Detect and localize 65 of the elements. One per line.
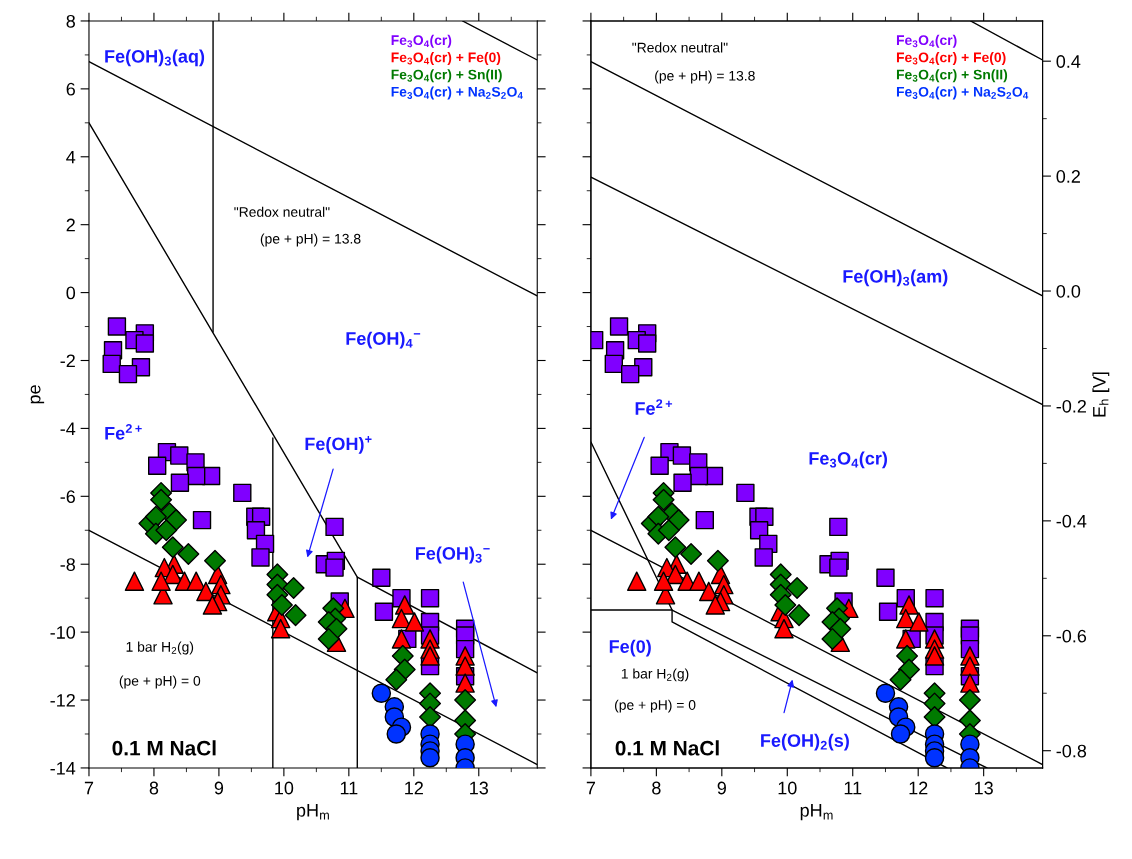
y-tick-label: -8: [60, 558, 75, 571]
y-tick-label: -12: [50, 693, 75, 707]
x-tick-label: 13: [470, 781, 489, 795]
annotation: Fe$^{2+}$: [635, 399, 673, 415]
x-tick-label: 8: [149, 781, 159, 795]
text: Fe$_{3}$O$_{4}$(cr) + Fe(0): [896, 52, 1006, 66]
y-tick-label: -6: [60, 490, 75, 504]
annotation: Fe(OH)$_{2}$(s): [761, 733, 849, 751]
x-tick-label: 13: [974, 781, 993, 795]
annotation: (pe + pH) = 0: [615, 699, 696, 713]
y-tick-label: 8: [66, 14, 75, 28]
y-tick-label: -14: [50, 762, 76, 775]
text: 0.4: [1056, 55, 1081, 68]
x-tick-label: 9: [214, 781, 224, 795]
legend-label: Fe$_{3}$O$_{4}$(cr): [391, 34, 452, 48]
x-tick-label: 10: [778, 781, 797, 795]
x-tick-label: 7: [586, 781, 596, 795]
y-tick-label: -10: [50, 626, 76, 639]
x-tick-label: 12: [909, 781, 928, 795]
x-axis-title: pH$_{m}$: [800, 804, 833, 821]
y-tick-label: 4: [66, 150, 76, 164]
text: -0.4: [1056, 514, 1087, 528]
text: Fe$_{3}$O$_{4}$(cr) + Na$_{2}$S$_{2}$O$_{4}$: [896, 86, 1029, 100]
text: Fe$_{3}$O$_{4}$(cr) + Fe(0): [391, 52, 501, 66]
annotation: 1 bar H$_{2}$(g): [126, 641, 194, 655]
x-tick-label: 8: [652, 781, 661, 795]
y-tick-label: -2: [60, 354, 75, 368]
annotation: (pe + pH) = 13.8: [260, 233, 361, 247]
x-tick-label: 7: [84, 781, 94, 795]
annotation: Fe(OH)$_{4}$$^{−}$: [346, 331, 421, 349]
annotation: 0.1 M NaCl: [615, 740, 719, 756]
annotation: "Redox neutral": [234, 206, 330, 217]
annotation: "Redox neutral": [632, 42, 728, 53]
text: -0.6: [1056, 629, 1087, 643]
annotation: (pe + pH) = 13.8: [655, 70, 755, 84]
x-tick-label: 12: [405, 781, 423, 795]
annotation: Fe(0): [609, 639, 651, 657]
x-tick-label: 11: [340, 781, 358, 795]
annotation: Fe$_{3}$O$_{4}$(cr): [809, 451, 887, 469]
y2-axis-title: E$_{h}$ [V]: [1092, 372, 1110, 417]
annotation: Fe(OH)$_{3}$(aq): [105, 49, 205, 67]
annotation: Fe(OH)$_{3}$$^{−}$: [415, 546, 490, 564]
text: 0.2: [1056, 170, 1080, 183]
x-tick-label: 11: [844, 781, 862, 795]
annotation: (pe + pH) = 0: [119, 675, 201, 689]
text: Fe$_{3}$O$_{4}$(cr) + Sn(II): [391, 69, 502, 83]
legend-label: Fe$_{3}$O$_{4}$(cr): [896, 34, 957, 48]
annotation: Fe(OH)$_{3}$(am): [843, 269, 948, 287]
y-tick-label: 2: [66, 218, 75, 232]
annotation: 1 bar H$_{2}$(g): [621, 668, 689, 682]
y-axis-title: pe: [30, 385, 45, 404]
text: Fe$_{3}$O$_{4}$(cr) + Sn(II): [896, 69, 1008, 83]
x-tick-label: 10: [275, 781, 294, 795]
text: 0.0: [1056, 284, 1081, 298]
text: -0.2: [1056, 399, 1086, 413]
x-axis-title: pH$_{m}$: [297, 804, 329, 821]
text: -0.8: [1056, 744, 1087, 758]
annotation: Fe$^{2+}$: [105, 424, 142, 440]
x-tick-label: 9: [717, 781, 726, 795]
annotation: 0.1 M NaCl: [112, 740, 216, 756]
y-tick-label: -4: [60, 422, 76, 435]
y-tick-label: 0: [66, 286, 76, 300]
text: Fe$_{3}$O$_{4}$(cr) + Na$_{2}$S$_{2}$O$_{4}$: [391, 86, 523, 100]
annotation: Fe(OH)$^{+}$: [305, 436, 372, 454]
y-tick-label: 6: [66, 82, 75, 96]
